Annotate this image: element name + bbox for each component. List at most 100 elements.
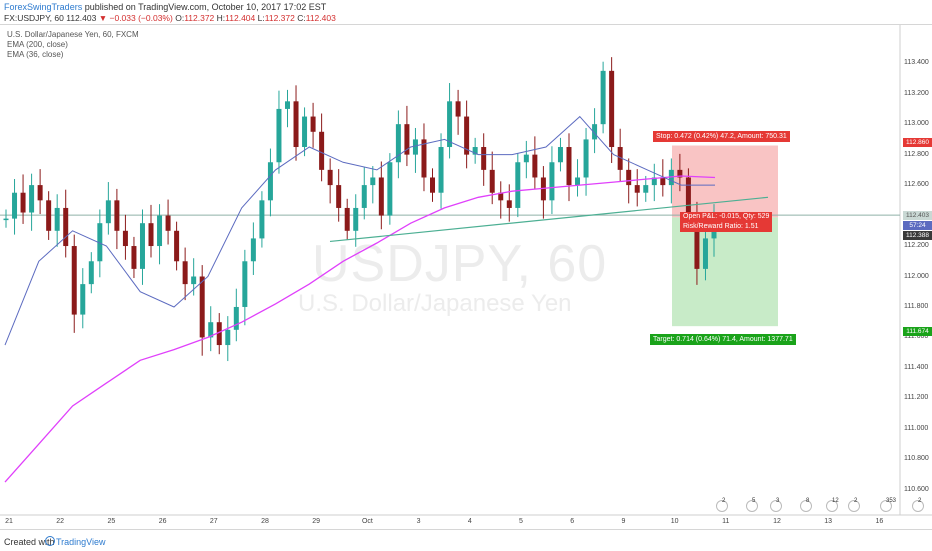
price-tick-label: 110.600 [904, 485, 929, 493]
chart-area[interactable] [0, 24, 932, 529]
stop-label[interactable]: Stop: 0.472 (0.42%) 47.2, Amount: 750.31 [653, 131, 790, 142]
candle [225, 316, 231, 362]
candle [344, 198, 350, 240]
candle-body [617, 147, 623, 170]
event-marker-icon[interactable] [770, 500, 782, 512]
candle [88, 252, 94, 294]
candle [216, 313, 222, 355]
price-tick-label: 111.000 [904, 424, 929, 432]
candle-body [327, 169, 333, 186]
time-tick-label: 29 [312, 518, 321, 525]
candle-body [583, 139, 589, 178]
candle-body [472, 147, 478, 155]
event-marker-icon[interactable] [880, 500, 892, 512]
candle [566, 133, 572, 202]
candle-body [165, 215, 171, 231]
candle-body [199, 276, 205, 338]
candle-body [592, 124, 598, 140]
candle [122, 214, 128, 260]
candle [250, 222, 256, 275]
candle [395, 110, 401, 179]
candle-body [566, 147, 572, 186]
candle [481, 133, 487, 186]
candle-body [259, 200, 265, 239]
high-label: H: [216, 13, 226, 23]
candle [549, 146, 555, 215]
time-tick-label: 3 [416, 518, 421, 525]
candle-body [310, 116, 316, 132]
candle [609, 57, 615, 164]
candle-body [191, 276, 197, 285]
candle-body [677, 169, 683, 178]
candle-body [532, 154, 538, 178]
candle-body [370, 177, 376, 186]
candle [532, 136, 538, 189]
time-tick-label: 11 [722, 518, 730, 525]
candle [29, 173, 35, 231]
candle [464, 100, 470, 169]
candle [174, 221, 180, 271]
candle-body [447, 101, 453, 148]
candle [327, 158, 333, 204]
event-marker-icon[interactable] [716, 500, 728, 512]
candle-body [387, 162, 393, 216]
candle [447, 83, 453, 159]
candle-body [157, 215, 163, 247]
candle-body [148, 223, 154, 247]
event-marker-icon[interactable] [746, 500, 758, 512]
candle [319, 113, 325, 182]
time-tick-label: 4 [467, 518, 472, 525]
close-label: C: [297, 13, 306, 23]
candle-body [250, 238, 256, 262]
author-link[interactable]: ForexSwingTraders [4, 2, 83, 12]
time-tick-label: 21 [5, 518, 13, 525]
candle [302, 107, 308, 157]
candle-body [404, 124, 410, 155]
candle-body [319, 131, 325, 170]
down-arrow-icon: ▼ [98, 13, 108, 23]
legend-ema36[interactable]: EMA (36, close) [7, 50, 64, 59]
event-count: 5 [752, 498, 756, 504]
candle [540, 166, 546, 219]
event-marker-icon[interactable] [800, 500, 812, 512]
candle [37, 169, 43, 215]
candle [148, 204, 154, 258]
candle [46, 191, 52, 240]
candle [353, 194, 359, 247]
candle-body [182, 261, 188, 285]
event-marker-icon[interactable] [826, 500, 838, 512]
candle [276, 90, 282, 174]
event-marker-icon[interactable] [848, 500, 860, 512]
target-label[interactable]: Target: 0.714 (0.64%) 71.4, Amount: 1377… [650, 334, 796, 345]
candle-body [464, 116, 470, 155]
candle-body [575, 177, 581, 186]
entry-price-tag: 112.388 [903, 231, 932, 240]
candle-body [80, 284, 86, 315]
event-marker-icon[interactable] [912, 500, 924, 512]
price-tick-label: 112.000 [904, 272, 929, 280]
candle [20, 174, 26, 224]
candle [233, 288, 239, 342]
candle [199, 265, 205, 356]
pnl-label[interactable]: Open P&L: -0.015, Qty: 529 Risk/Reward R… [680, 212, 773, 232]
tradingview-link[interactable]: TradingView [56, 537, 106, 547]
candle [165, 199, 171, 245]
candle [643, 175, 649, 202]
candle-body [421, 139, 427, 178]
candle-body [660, 177, 666, 186]
candle-body [438, 147, 444, 193]
candle-body [506, 200, 512, 208]
candle [370, 166, 376, 204]
time-tick-label: 22 [56, 518, 65, 525]
stop-price-tag: 112.860 [903, 138, 932, 147]
candle-body [489, 169, 495, 193]
candle-body [54, 207, 60, 231]
candle-body [481, 147, 487, 170]
legend-ema200[interactable]: EMA (200, close) [7, 40, 68, 49]
last-price: 112.403 [66, 13, 97, 23]
candle-body [208, 322, 214, 338]
created-with-text: Created with [4, 537, 55, 547]
candle [80, 268, 86, 329]
candle-body [523, 154, 529, 163]
